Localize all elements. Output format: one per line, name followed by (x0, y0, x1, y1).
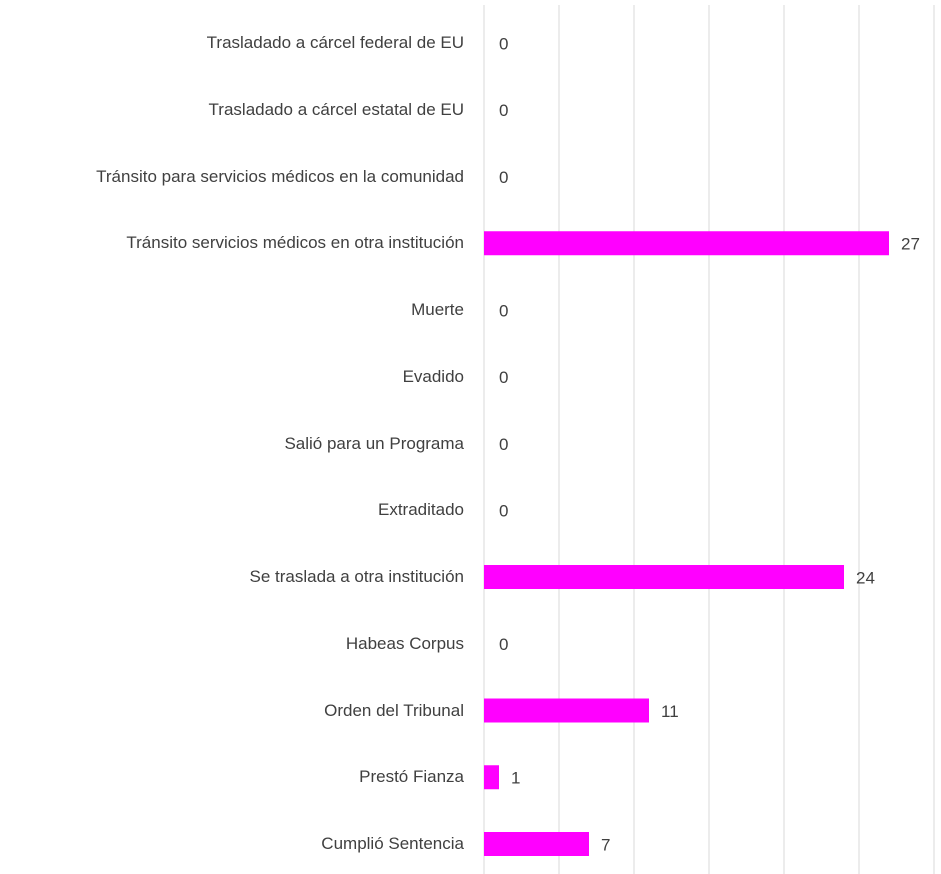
data-label: 0 (499, 301, 508, 320)
y-tick-label: Salió para un Programa (284, 433, 464, 453)
y-tick-label: Trasladado a cárcel estatal de EU (208, 99, 464, 119)
data-label: 0 (499, 635, 508, 654)
bar (484, 832, 589, 856)
bar (484, 565, 844, 589)
y-tick-label: Tránsito servicios médicos en otra insti… (126, 233, 464, 253)
data-label: 11 (661, 702, 679, 721)
bar (484, 765, 499, 790)
data-label: 7 (601, 835, 610, 854)
y-tick-label: Cumplió Sentencia (321, 834, 464, 853)
data-label: 24 (856, 568, 875, 587)
data-label: 27 (901, 235, 920, 254)
y-tick-label: Extraditado (378, 500, 464, 520)
data-label: 0 (499, 502, 508, 521)
bar (484, 231, 889, 256)
y-tick-label: Prestó Fianza (359, 767, 464, 787)
y-tick-label: Evadido (402, 366, 464, 386)
data-label: 0 (499, 101, 508, 120)
y-tick-label: Orden del Tribunal (324, 700, 464, 720)
y-tick-label: Muerte (411, 300, 464, 319)
y-tick-label: Se traslada a otra institución (249, 567, 464, 586)
data-label: 1 (511, 769, 520, 788)
y-tick-label: Tránsito para servicios médicos en la co… (96, 166, 464, 186)
data-label: 0 (499, 34, 508, 53)
data-label: 0 (499, 168, 508, 187)
y-tick-label: Habeas Corpus (345, 633, 464, 653)
y-tick-label: Trasladado a cárcel federal de EU (206, 33, 464, 52)
bar (484, 698, 649, 723)
data-label: 0 (499, 435, 508, 454)
data-label: 0 (499, 368, 508, 387)
